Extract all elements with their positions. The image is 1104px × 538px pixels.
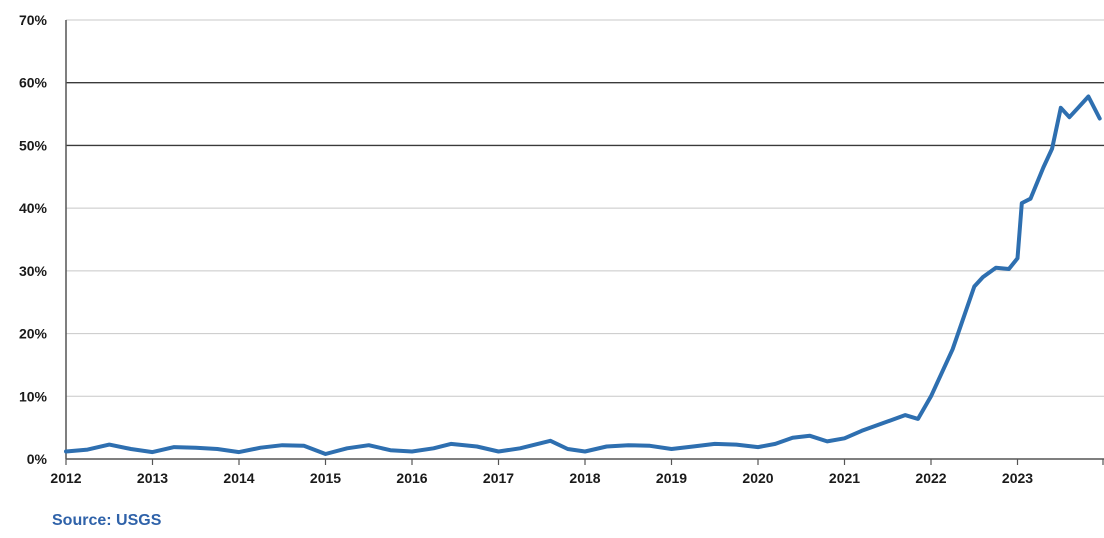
x-tick-label: 2018 (569, 470, 600, 486)
y-tick-label: 10% (19, 388, 48, 404)
y-tick-label: 60% (19, 75, 48, 91)
x-tick-label: 2023 (1002, 470, 1033, 486)
axes (65, 20, 1104, 465)
y-tick-label: 30% (19, 263, 48, 279)
y-tick-label: 70% (19, 12, 48, 28)
x-axis-ticks: 2012 2013 2014 2015 2016 2017 2018 2019 2020 2021… (50, 470, 1033, 486)
series-group (64, 94, 1102, 456)
x-tick-label: 2017 (483, 470, 514, 486)
x-tick-label: 2015 (310, 470, 341, 486)
y-axis-ticks: 0% 10% 20% 30% 40% 50% 60% 70% (19, 12, 48, 467)
x-tick-label: 2021 (829, 470, 860, 486)
x-tick-label: 2012 (50, 470, 81, 486)
x-tick-label: 2014 (223, 470, 254, 486)
y-tick-label: 50% (19, 137, 48, 153)
x-tick-label: 2013 (137, 470, 168, 486)
y-tick-label: 20% (19, 326, 48, 342)
x-tick-label: 2019 (656, 470, 687, 486)
x-tick-label: 2016 (396, 470, 427, 486)
gridlines (66, 19, 1104, 397)
y-tick-label: 0% (27, 451, 48, 467)
source-note: Source: USGS (52, 512, 162, 529)
series-line-0 (64, 94, 1102, 456)
y-tick-label: 40% (19, 200, 48, 216)
x-tick-label: 2020 (742, 470, 773, 486)
x-tick-label: 2022 (915, 470, 946, 486)
